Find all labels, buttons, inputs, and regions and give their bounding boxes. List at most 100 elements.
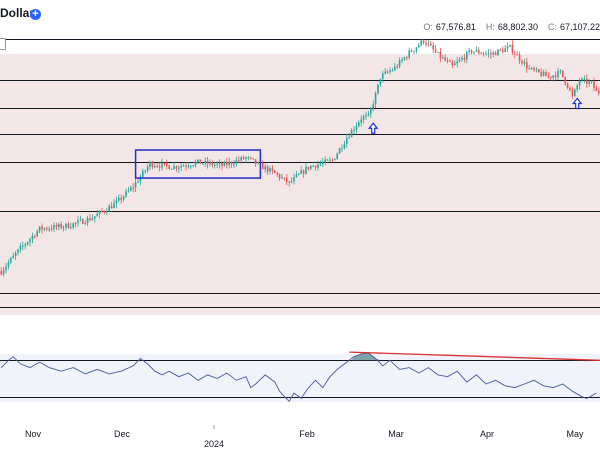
up-arrow-icon	[367, 122, 379, 134]
candle-body	[535, 69, 538, 71]
candle-body	[79, 219, 82, 221]
candle-body	[101, 210, 103, 212]
x-axis-label: Feb	[299, 429, 315, 439]
candle-body	[370, 108, 372, 114]
candle-body	[456, 61, 458, 64]
candle-body	[346, 138, 348, 145]
candle-body	[163, 162, 166, 164]
candle-body	[185, 165, 187, 167]
candle-body	[470, 50, 473, 53]
candle-body	[504, 48, 506, 53]
candle-body	[502, 49, 504, 53]
candle-body	[451, 61, 454, 66]
ohlc-value: 67,576.81	[435, 22, 476, 32]
ohlc-value: 68,802.30	[497, 22, 538, 32]
candle-body	[581, 78, 583, 81]
candle-body	[115, 200, 118, 204]
candle-body	[50, 228, 53, 230]
candle-body	[31, 235, 34, 240]
x-axis-label: Apr	[480, 429, 494, 439]
candle-body	[106, 211, 108, 213]
candle-body	[300, 170, 302, 174]
candle-body	[127, 190, 130, 192]
candle-body	[422, 40, 425, 43]
candle-body	[247, 157, 250, 159]
candle-body	[406, 57, 408, 59]
candle-body	[295, 174, 298, 178]
candle-body	[528, 68, 530, 70]
candle-body	[132, 187, 134, 189]
candle-body	[103, 211, 106, 213]
candle-body	[36, 231, 38, 237]
ohlc-key: C:	[547, 22, 557, 32]
add-symbol-plus-icon[interactable]: +	[30, 9, 41, 20]
candle-body	[386, 71, 389, 73]
candle-body	[365, 115, 367, 117]
candle-body	[204, 160, 206, 164]
candle-body	[530, 67, 533, 69]
candle-body	[559, 70, 562, 72]
candle-body	[562, 70, 564, 77]
candle-body	[415, 47, 418, 51]
candle-body	[156, 166, 158, 168]
candle-body	[108, 206, 110, 212]
candle-body	[77, 220, 79, 223]
candle-body	[94, 216, 96, 219]
candle-body	[542, 72, 545, 76]
candle-body	[86, 217, 89, 224]
candle-body	[526, 62, 528, 69]
candle-body	[240, 157, 242, 161]
candle-body	[197, 159, 199, 162]
candle-body	[228, 161, 230, 166]
candle-body	[569, 87, 571, 91]
candle-body	[41, 226, 43, 230]
candle-body	[516, 54, 518, 56]
candle-body	[403, 57, 406, 60]
candle-body	[2, 270, 5, 275]
chart-settings-box[interactable]	[0, 38, 6, 50]
candle-body	[336, 153, 338, 159]
candle-body	[326, 159, 329, 161]
candle-body	[468, 50, 470, 52]
candle-body	[221, 163, 223, 167]
candle-body	[206, 160, 209, 165]
candle-body	[12, 255, 14, 259]
candle-body	[538, 69, 540, 73]
candle-body	[98, 210, 101, 215]
candle-body	[509, 44, 511, 47]
candle-body	[55, 225, 58, 227]
candle-body	[178, 167, 180, 169]
candle-body	[22, 245, 24, 247]
candle-body	[389, 70, 391, 73]
candle-body	[89, 217, 91, 221]
candle-body	[547, 76, 550, 78]
candle-body	[398, 60, 401, 67]
candle-body	[264, 166, 266, 170]
candle-body	[216, 164, 218, 166]
candle-body	[343, 144, 346, 149]
candle-body	[317, 164, 319, 168]
candle-body	[408, 50, 410, 58]
candle-body	[391, 70, 394, 72]
candle-body	[58, 224, 60, 227]
symbol-title[interactable]: Dollar	[0, 6, 35, 20]
candle-body	[324, 159, 326, 163]
candle-body	[154, 166, 156, 168]
candle-body	[245, 157, 247, 159]
candle-body	[158, 166, 161, 168]
candle-body	[43, 228, 46, 230]
candle-body	[590, 81, 593, 83]
candle-body	[334, 158, 336, 161]
candle-body	[475, 50, 478, 52]
candle-body	[288, 181, 290, 183]
candle-body	[588, 81, 590, 84]
candle-body	[367, 113, 370, 116]
candle-body	[586, 78, 588, 84]
candle-body	[466, 51, 468, 60]
ohlc-readout: O: 67,576.81 H: 68,802.30 C: 67,107.22	[423, 22, 600, 32]
rsi-overbought-fill	[351, 353, 381, 361]
candle-body	[218, 163, 221, 165]
candle-body	[91, 218, 94, 221]
candle-body	[149, 162, 151, 167]
